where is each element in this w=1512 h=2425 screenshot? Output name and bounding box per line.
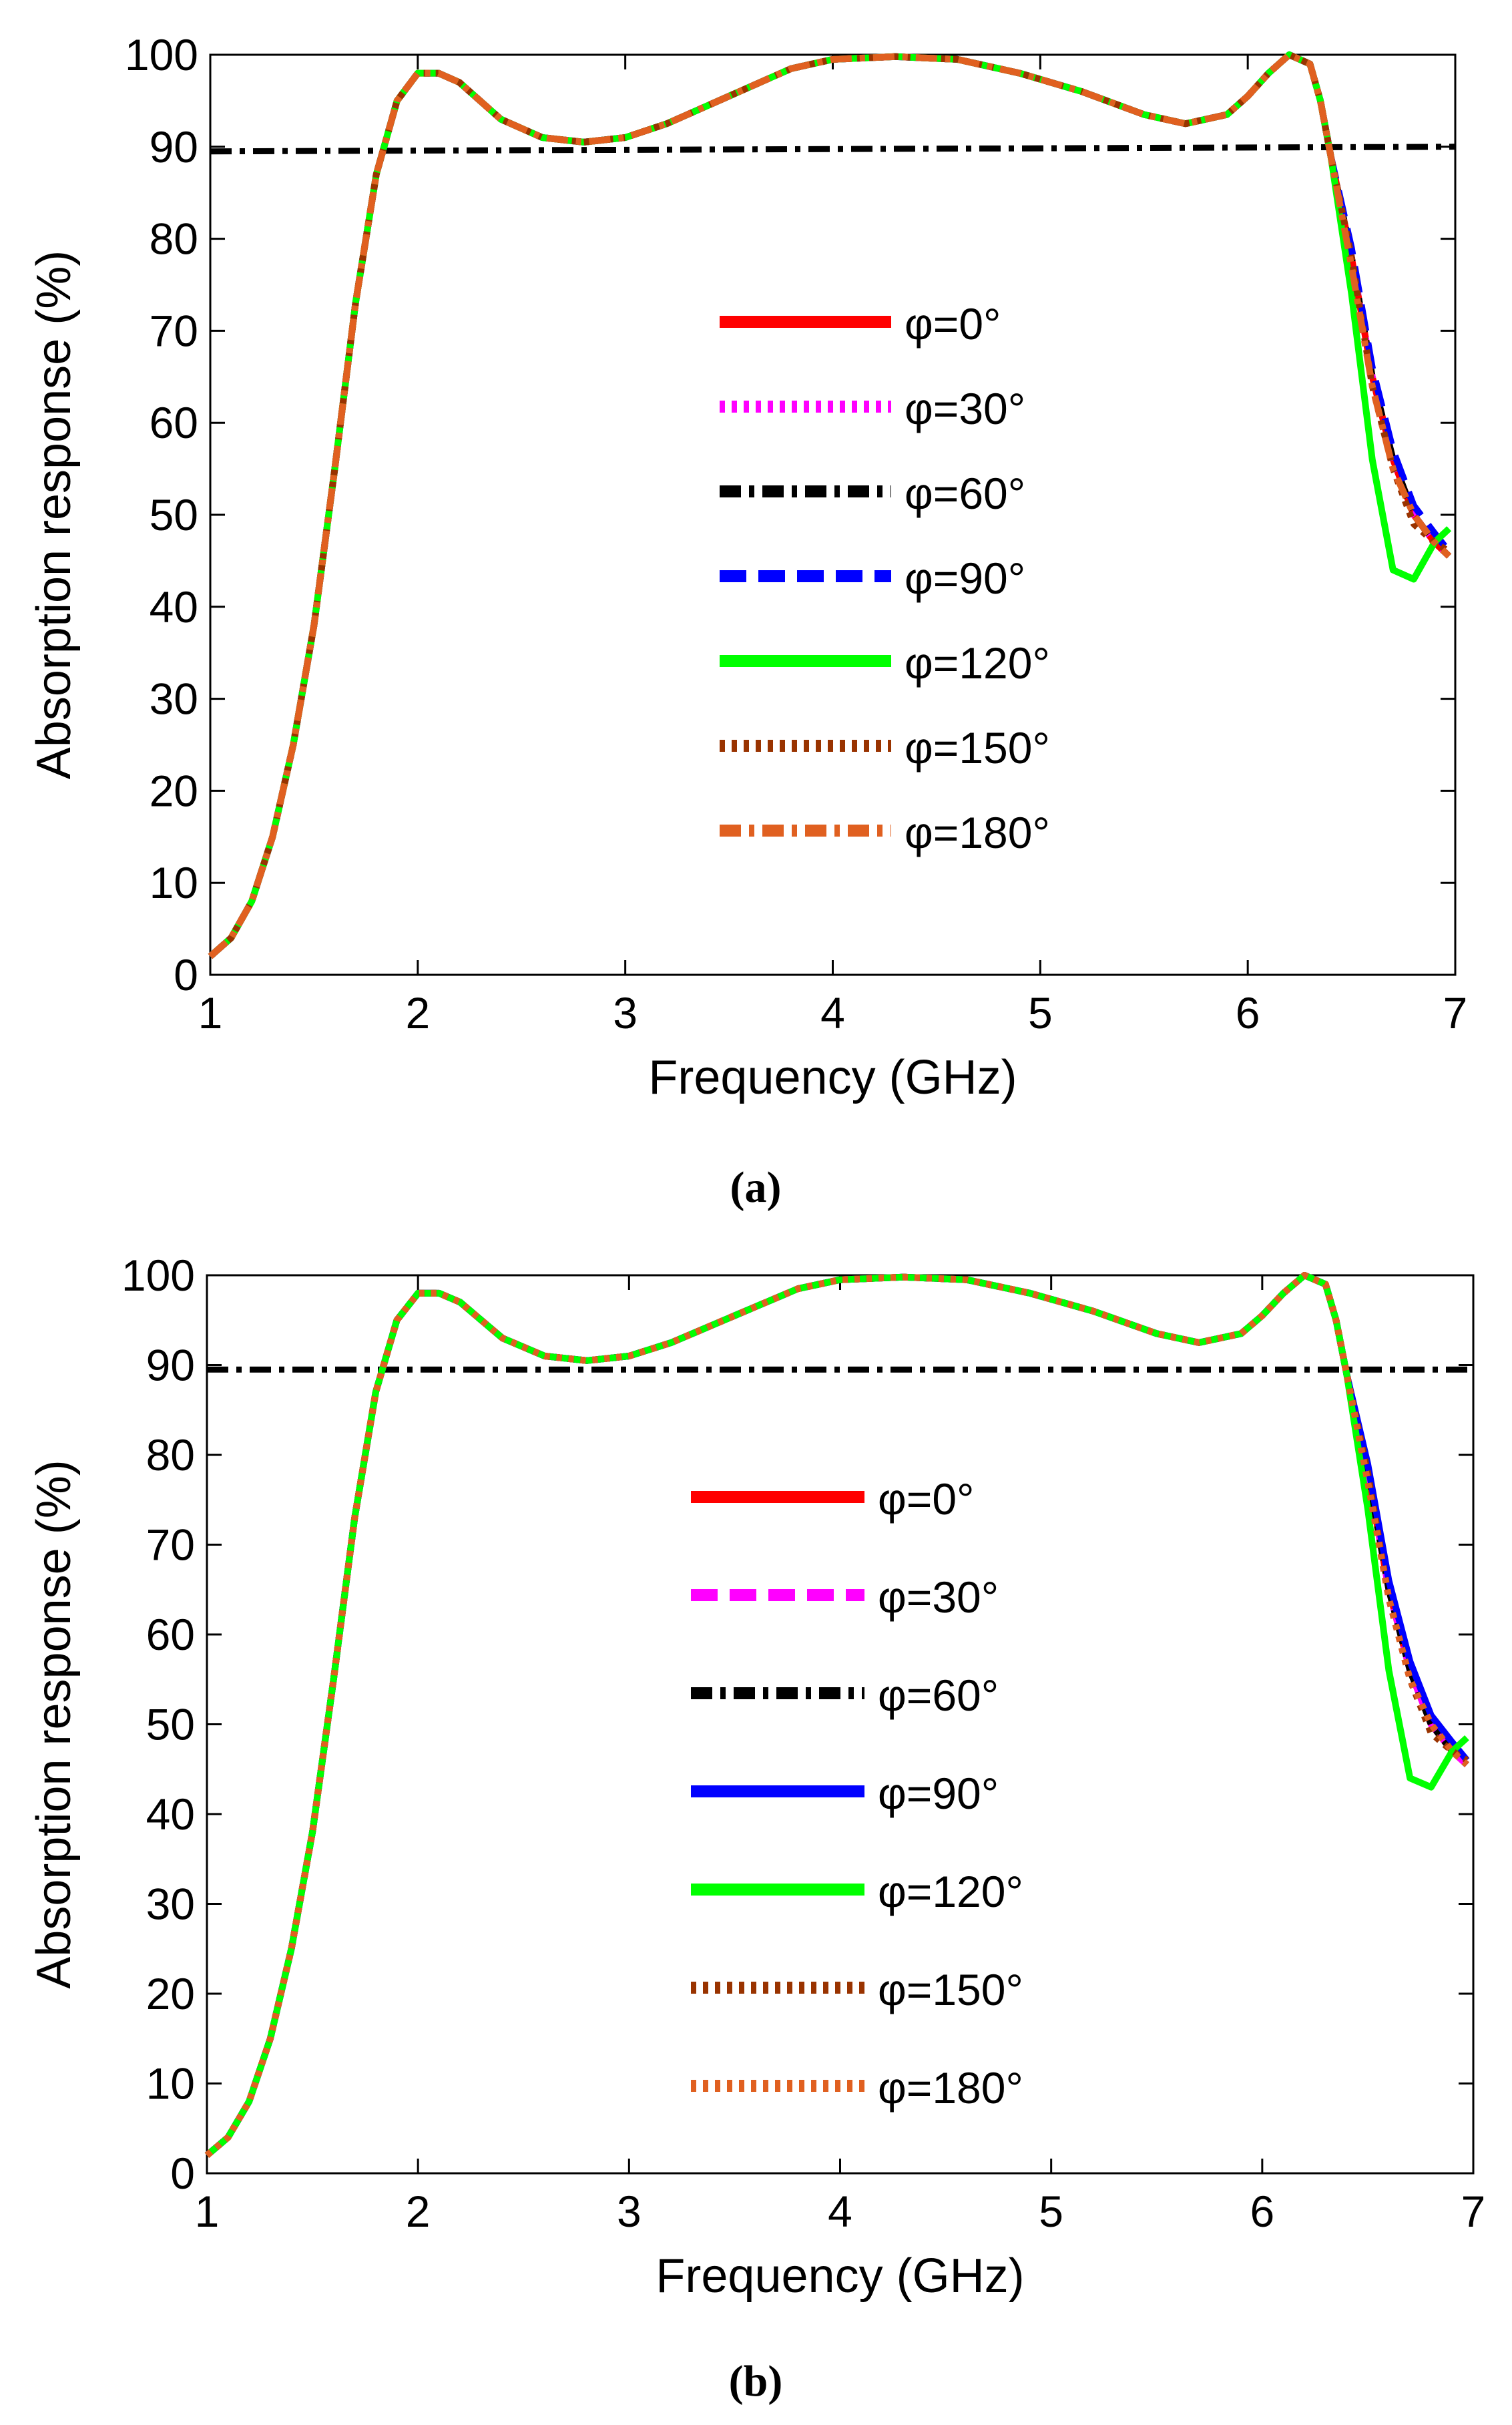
x-tick-label: 7 [1443, 988, 1468, 1038]
x-axis-label: Frequency (GHz) [648, 1051, 1017, 1104]
x-axis-label: Frequency (GHz) [656, 2249, 1024, 2303]
x-tick-label: 3 [613, 988, 638, 1038]
x-tick-label: 4 [828, 2187, 852, 2236]
legend-label: φ=90° [878, 1769, 999, 1818]
x-tick-label: 5 [1028, 988, 1053, 1038]
series-line-6 [208, 51, 1452, 959]
panel-caption: (a) [730, 1163, 782, 1212]
legend-label: φ=180° [905, 808, 1050, 857]
y-tick-label: 80 [150, 214, 198, 264]
y-tick-label: 10 [146, 2059, 195, 2109]
y-tick-label: 50 [150, 490, 198, 539]
legend-label: φ=0° [905, 299, 1001, 349]
y-tick-label: 90 [150, 122, 198, 172]
legend-label: φ=30° [878, 1572, 999, 1622]
legend-label: φ=150° [878, 1965, 1023, 2014]
y-tick-label: 90 [146, 1341, 195, 1390]
x-tick-label: 3 [617, 2187, 642, 2236]
y-tick-label: 100 [121, 1251, 195, 1300]
y-axis-label: Absorption response (%) [27, 1460, 81, 1988]
legend-label: φ=150° [905, 723, 1050, 773]
y-tick-label: 60 [150, 398, 198, 447]
legend: φ=0° φ=30° φ=60° φ=90° φ=120° φ=150° φ=180° [720, 299, 1050, 857]
legend-label: φ=120° [878, 1867, 1023, 1916]
y-tick-label: 70 [150, 306, 198, 355]
y-tick-label: 100 [125, 30, 198, 79]
y-tick-label: 40 [150, 582, 198, 632]
legend-label: φ=0° [878, 1474, 974, 1524]
y-tick-label: 0 [170, 2149, 195, 2198]
legend-label: φ=60° [878, 1671, 999, 1720]
x-tick-label: 4 [820, 988, 845, 1038]
legend-label: φ=90° [905, 554, 1025, 603]
legend-label: φ=30° [905, 384, 1025, 433]
y-tick-label: 30 [146, 1880, 195, 1929]
panel-caption: (b) [729, 2357, 783, 2406]
legend-label: φ=180° [878, 2063, 1023, 2113]
series-line-6 [204, 1272, 1469, 2158]
y-tick-label: 80 [146, 1430, 195, 1480]
x-tick-label: 2 [406, 2187, 431, 2236]
legend-label: φ=60° [905, 469, 1025, 518]
y-tick-label: 40 [146, 1789, 195, 1839]
legend-label: φ=120° [905, 638, 1050, 688]
x-tick-label: 1 [195, 2187, 220, 2236]
x-tick-label: 1 [198, 988, 223, 1038]
y-tick-label: 10 [150, 858, 198, 907]
y-tick-label: 0 [174, 950, 198, 1000]
x-tick-label: 6 [1250, 2187, 1274, 2236]
y-tick-label: 20 [146, 1969, 195, 2018]
y-tick-label: 20 [150, 766, 198, 815]
plot-area [206, 1274, 1475, 2175]
y-axis-label: Absorption response (%) [27, 250, 81, 779]
reference-line-90 [210, 144, 1456, 155]
x-tick-label: 5 [1039, 2187, 1063, 2236]
legend: φ=0° φ=30° φ=60° φ=90° φ=120° φ=150° φ=180° [691, 1474, 1023, 2113]
y-tick-label: 70 [146, 1520, 195, 1570]
plot-area [209, 53, 1457, 976]
y-tick-label: 30 [150, 674, 198, 724]
x-tick-label: 6 [1236, 988, 1260, 1038]
y-tick-label: 60 [146, 1610, 195, 1659]
x-tick-label: 2 [405, 988, 430, 1038]
x-tick-label: 7 [1461, 2187, 1486, 2236]
y-tick-label: 50 [146, 1700, 195, 1749]
